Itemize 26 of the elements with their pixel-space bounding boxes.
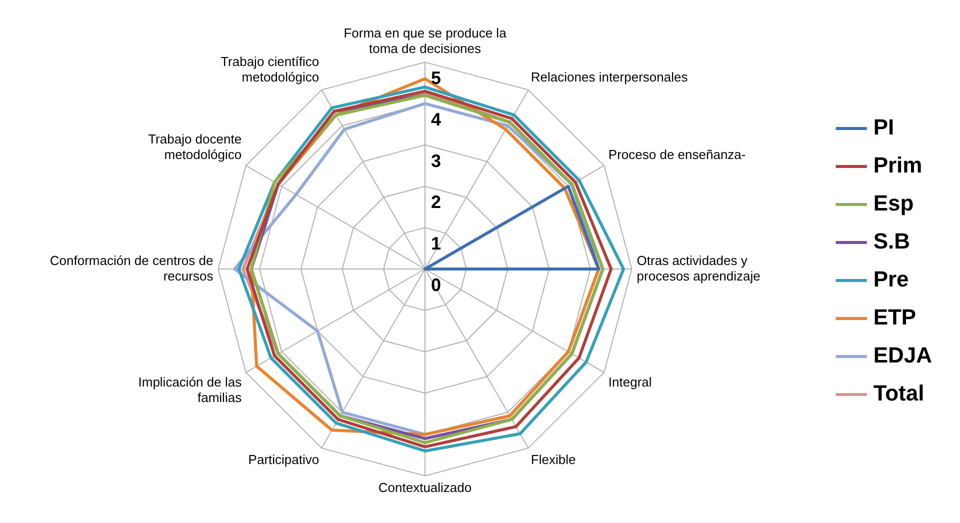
spoke-label: Integral: [608, 374, 652, 390]
legend-label: Prim: [873, 152, 922, 178]
legend-label: S.B: [873, 228, 910, 254]
spoke-label: Forma en que se produce la toma de decisiones: [344, 25, 508, 56]
spoke-label: Contextualizado: [378, 480, 472, 496]
legend-label: Total: [873, 380, 924, 406]
spoke-label: Proceso de enseñanza-: [608, 146, 746, 162]
spoke-label: Participativo: [248, 452, 320, 467]
legend-label: ETP: [873, 304, 916, 330]
spoke-label: Otras actividades y procesos aprendizaje: [636, 252, 760, 284]
legend-label: EDJA: [873, 342, 932, 368]
spoke-label: Flexible: [530, 452, 576, 467]
spoke-label: Trabajo docente metodológico: [148, 131, 242, 162]
y-tick-label: 2: [431, 192, 442, 212]
spoke-label: Trabajo científico metodológico: [220, 54, 320, 84]
y-tick-label: 4: [431, 110, 442, 130]
y-tick-label: 0: [431, 274, 442, 295]
legend-label: Pre: [873, 266, 909, 292]
spoke-label: Conformación de centros de recursos: [50, 252, 214, 284]
spoke-label: Implicación de las familias: [138, 374, 242, 405]
spoke-label: Relaciones interpersonales: [530, 69, 688, 84]
y-tick-label: 5: [431, 68, 442, 88]
y-tick-label: 3: [431, 150, 442, 171]
legend-label: Esp: [873, 190, 914, 216]
y-tick-label: 1: [431, 234, 442, 254]
legend-label: PI: [873, 114, 894, 140]
